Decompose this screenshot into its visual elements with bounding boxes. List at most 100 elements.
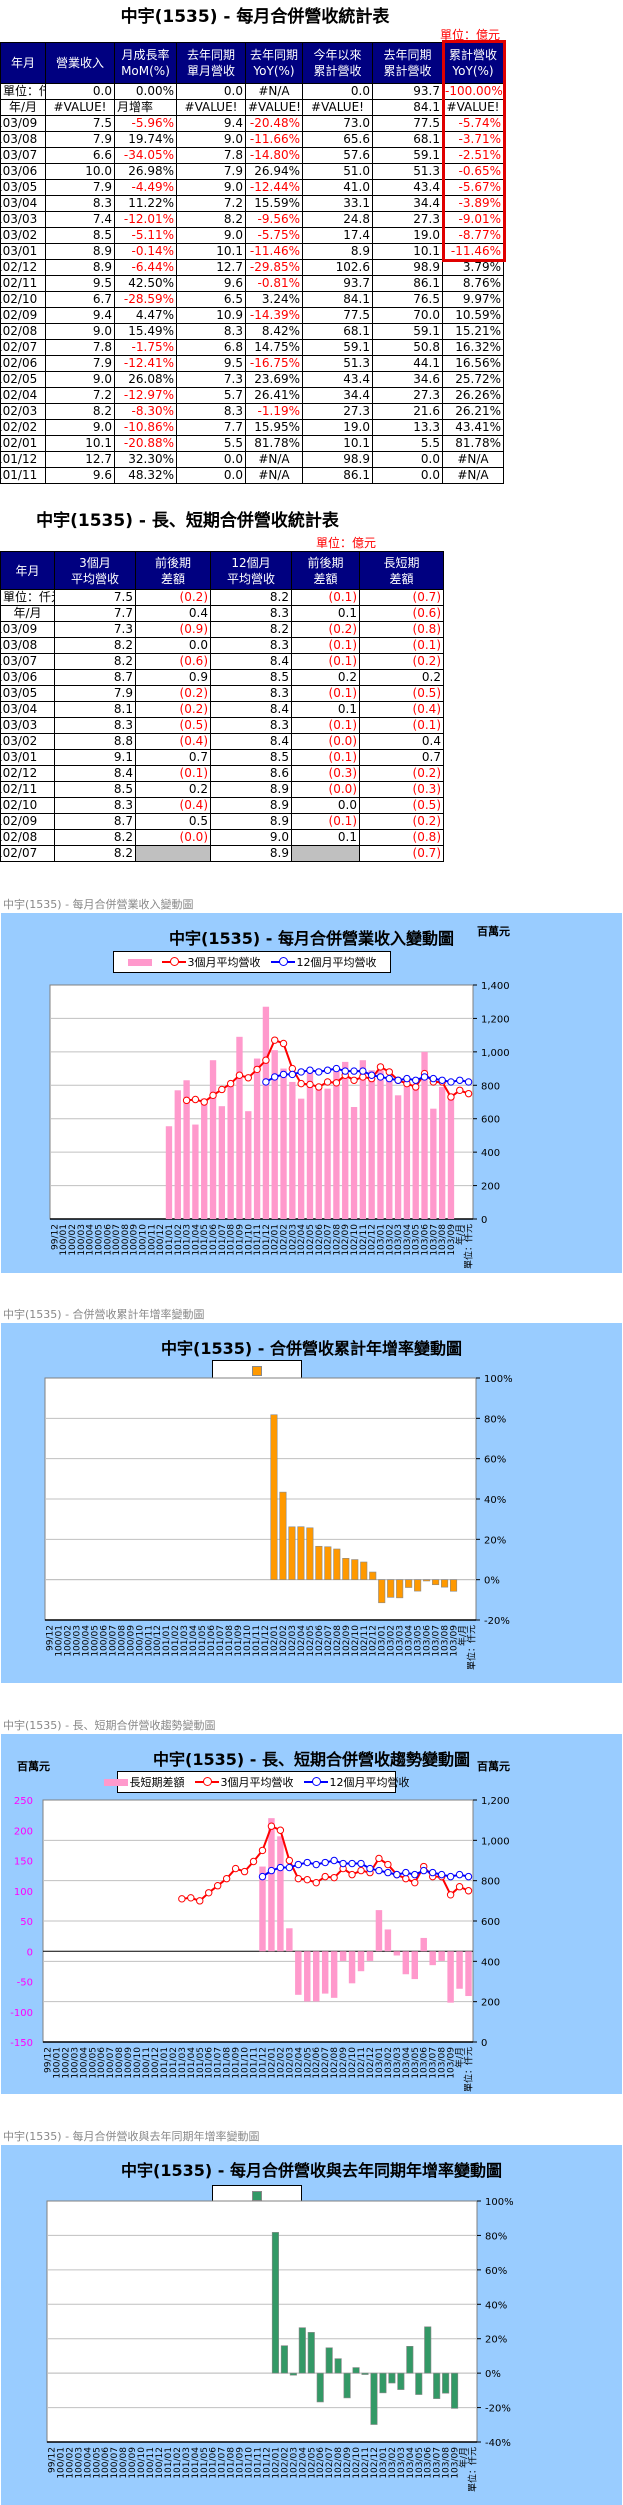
cell: (0.1) bbox=[291, 717, 360, 734]
cell: 8.3 bbox=[45, 195, 115, 212]
x-tick-label: 100/02 bbox=[61, 2047, 71, 2079]
x-tick-label: 101/03 bbox=[183, 1224, 193, 1256]
cell: 98.9 bbox=[302, 451, 373, 468]
x-tick-label: 100/04 bbox=[79, 2047, 89, 2079]
cell: 9.0 bbox=[176, 227, 246, 244]
cell: 7.2 bbox=[176, 195, 246, 212]
y-tick-label: 40% bbox=[484, 1495, 506, 1506]
x-tick-label: 100/04 bbox=[83, 2447, 93, 2479]
cell: 0.2 bbox=[359, 669, 444, 686]
table-row: 101/119.648.32%0.0#N/A86.10.0#N/A bbox=[0, 467, 504, 484]
cell: 8.5 bbox=[45, 227, 115, 244]
x-tick-label: 101/08 bbox=[227, 1224, 237, 1256]
x-tick-label: 101/03 bbox=[182, 2447, 192, 2479]
cell: 26.26% bbox=[442, 387, 504, 404]
cell: 10.1 bbox=[176, 243, 246, 260]
cell: 6.7 bbox=[45, 291, 115, 308]
x-tick-label: 101/05 bbox=[200, 1224, 210, 1256]
bar bbox=[441, 1579, 449, 1588]
x-tick-label: 100/06 bbox=[97, 2047, 107, 2079]
cell: 77.5 bbox=[372, 115, 443, 132]
x-tick-label: 101/12 bbox=[262, 1224, 272, 1256]
cell: 7.2 bbox=[45, 387, 115, 404]
series-point bbox=[231, 1864, 240, 1873]
series-point bbox=[411, 1870, 419, 1879]
chart4-caption: 中宇(1535) - 每月合併營收與去年同期年增率變動圖 bbox=[3, 2130, 260, 2143]
bar bbox=[456, 1951, 463, 1989]
column-header: 去年同期 單月營收 bbox=[176, 42, 246, 84]
y-tick-label: 0 bbox=[481, 1215, 487, 1226]
row-label: 103/01 bbox=[0, 243, 46, 260]
bar bbox=[306, 1068, 314, 1219]
bar bbox=[295, 1951, 302, 1995]
series-point bbox=[393, 1870, 401, 1879]
bar bbox=[183, 1080, 190, 1219]
bar bbox=[397, 2372, 405, 2390]
cell: 98.9 bbox=[372, 259, 443, 276]
bar bbox=[424, 2326, 432, 2374]
y-tick-label: 800 bbox=[481, 1081, 500, 1092]
cell: 43.4 bbox=[302, 371, 373, 388]
chart1-plot: 02004006008001,0001,2001,40099/12100/011… bbox=[49, 981, 510, 1269]
series-point bbox=[332, 1079, 341, 1087]
x-tick-label: 102/12 bbox=[370, 2447, 380, 2479]
x-tick-label: 102/05 bbox=[307, 2447, 317, 2479]
chart4-title: 中宇(1535) - 每月合併營收與去年同期年增率變動圖 bbox=[121, 2161, 502, 2180]
table-row: 102/106.7-28.59%6.53.24%84.176.59.97% bbox=[0, 291, 504, 308]
row-label: 102/09 bbox=[0, 813, 55, 830]
series-point bbox=[178, 1895, 186, 1903]
series-point bbox=[384, 1860, 392, 1869]
cell: 11.22% bbox=[114, 195, 177, 212]
cell: -3.89% bbox=[442, 195, 504, 212]
bar bbox=[442, 2372, 450, 2394]
series-point bbox=[323, 1078, 332, 1086]
x-tick-label: 100/01 bbox=[59, 1224, 69, 1256]
x-tick-label: 100/12 bbox=[156, 1224, 166, 1256]
x-tick-label: 103/05 bbox=[414, 1625, 424, 1657]
bar bbox=[271, 1050, 278, 1219]
cell: 8.9 bbox=[210, 797, 292, 814]
x-tick-label: 100/07 bbox=[110, 2447, 120, 2479]
x-tick-label: 101/03 bbox=[178, 2047, 188, 2079]
x-tick-label: 102/03 bbox=[288, 1224, 298, 1256]
row-label: 102/10 bbox=[0, 797, 55, 814]
cell: 86.1 bbox=[302, 467, 373, 484]
legend-bar-swatch bbox=[127, 958, 152, 966]
cell: 0.7 bbox=[135, 749, 211, 766]
row-label: 103/04 bbox=[0, 701, 55, 718]
bar bbox=[236, 1036, 243, 1219]
bar bbox=[280, 1068, 287, 1219]
series-point bbox=[226, 1079, 235, 1088]
cell: 月增率 bbox=[114, 99, 177, 116]
y-tick-label: 0 bbox=[481, 2038, 487, 2049]
monthly-revenue-table: 年月 營業收入 月成長率 MoM(%) 去年同期 單月營收 去年同期 YoY(%) 今年以來 累計… bbox=[0, 42, 504, 484]
series-point bbox=[258, 1872, 267, 1881]
bar bbox=[387, 1579, 395, 1598]
x-tick-label: 100/02 bbox=[65, 2447, 75, 2479]
cell: 16.32% bbox=[442, 339, 504, 356]
x-tick-label: 100/05 bbox=[94, 1224, 104, 1256]
x-tick-label: 101/09 bbox=[236, 2447, 246, 2479]
x-tick-label: 100/10 bbox=[133, 2047, 143, 2079]
x-tick-label: 103/05 bbox=[411, 2047, 421, 2079]
cell: (0.2) bbox=[135, 685, 211, 702]
series-point bbox=[200, 1098, 208, 1106]
cell: (0.6) bbox=[135, 653, 211, 670]
cell: -5.96% bbox=[114, 115, 177, 132]
x-tick-label: 103/09 bbox=[450, 1625, 460, 1657]
bar bbox=[325, 2347, 333, 2374]
cell: #N/A bbox=[442, 451, 504, 468]
x-tick-label: 100/09 bbox=[128, 2447, 138, 2479]
cell: (0.5) bbox=[359, 797, 444, 814]
bar bbox=[298, 2327, 306, 2374]
row-label: 103/03 bbox=[0, 211, 46, 228]
x-tick-label: 103/08 bbox=[438, 2047, 448, 2079]
bar bbox=[421, 1051, 428, 1219]
cell: 10.1 bbox=[45, 435, 115, 452]
y-tick-label: 20% bbox=[484, 1535, 506, 1546]
table-row: 102/038.2-8.30%8.3-1.19%27.321.626.21% bbox=[0, 403, 504, 420]
series-point bbox=[420, 1866, 428, 1875]
table-row: 103/028.5-5.11%9.0-5.75%17.419.0-8.77% bbox=[0, 227, 504, 244]
x-tick-label: 年/月 bbox=[454, 1224, 466, 1245]
y-tick-label: 60% bbox=[485, 2266, 507, 2277]
